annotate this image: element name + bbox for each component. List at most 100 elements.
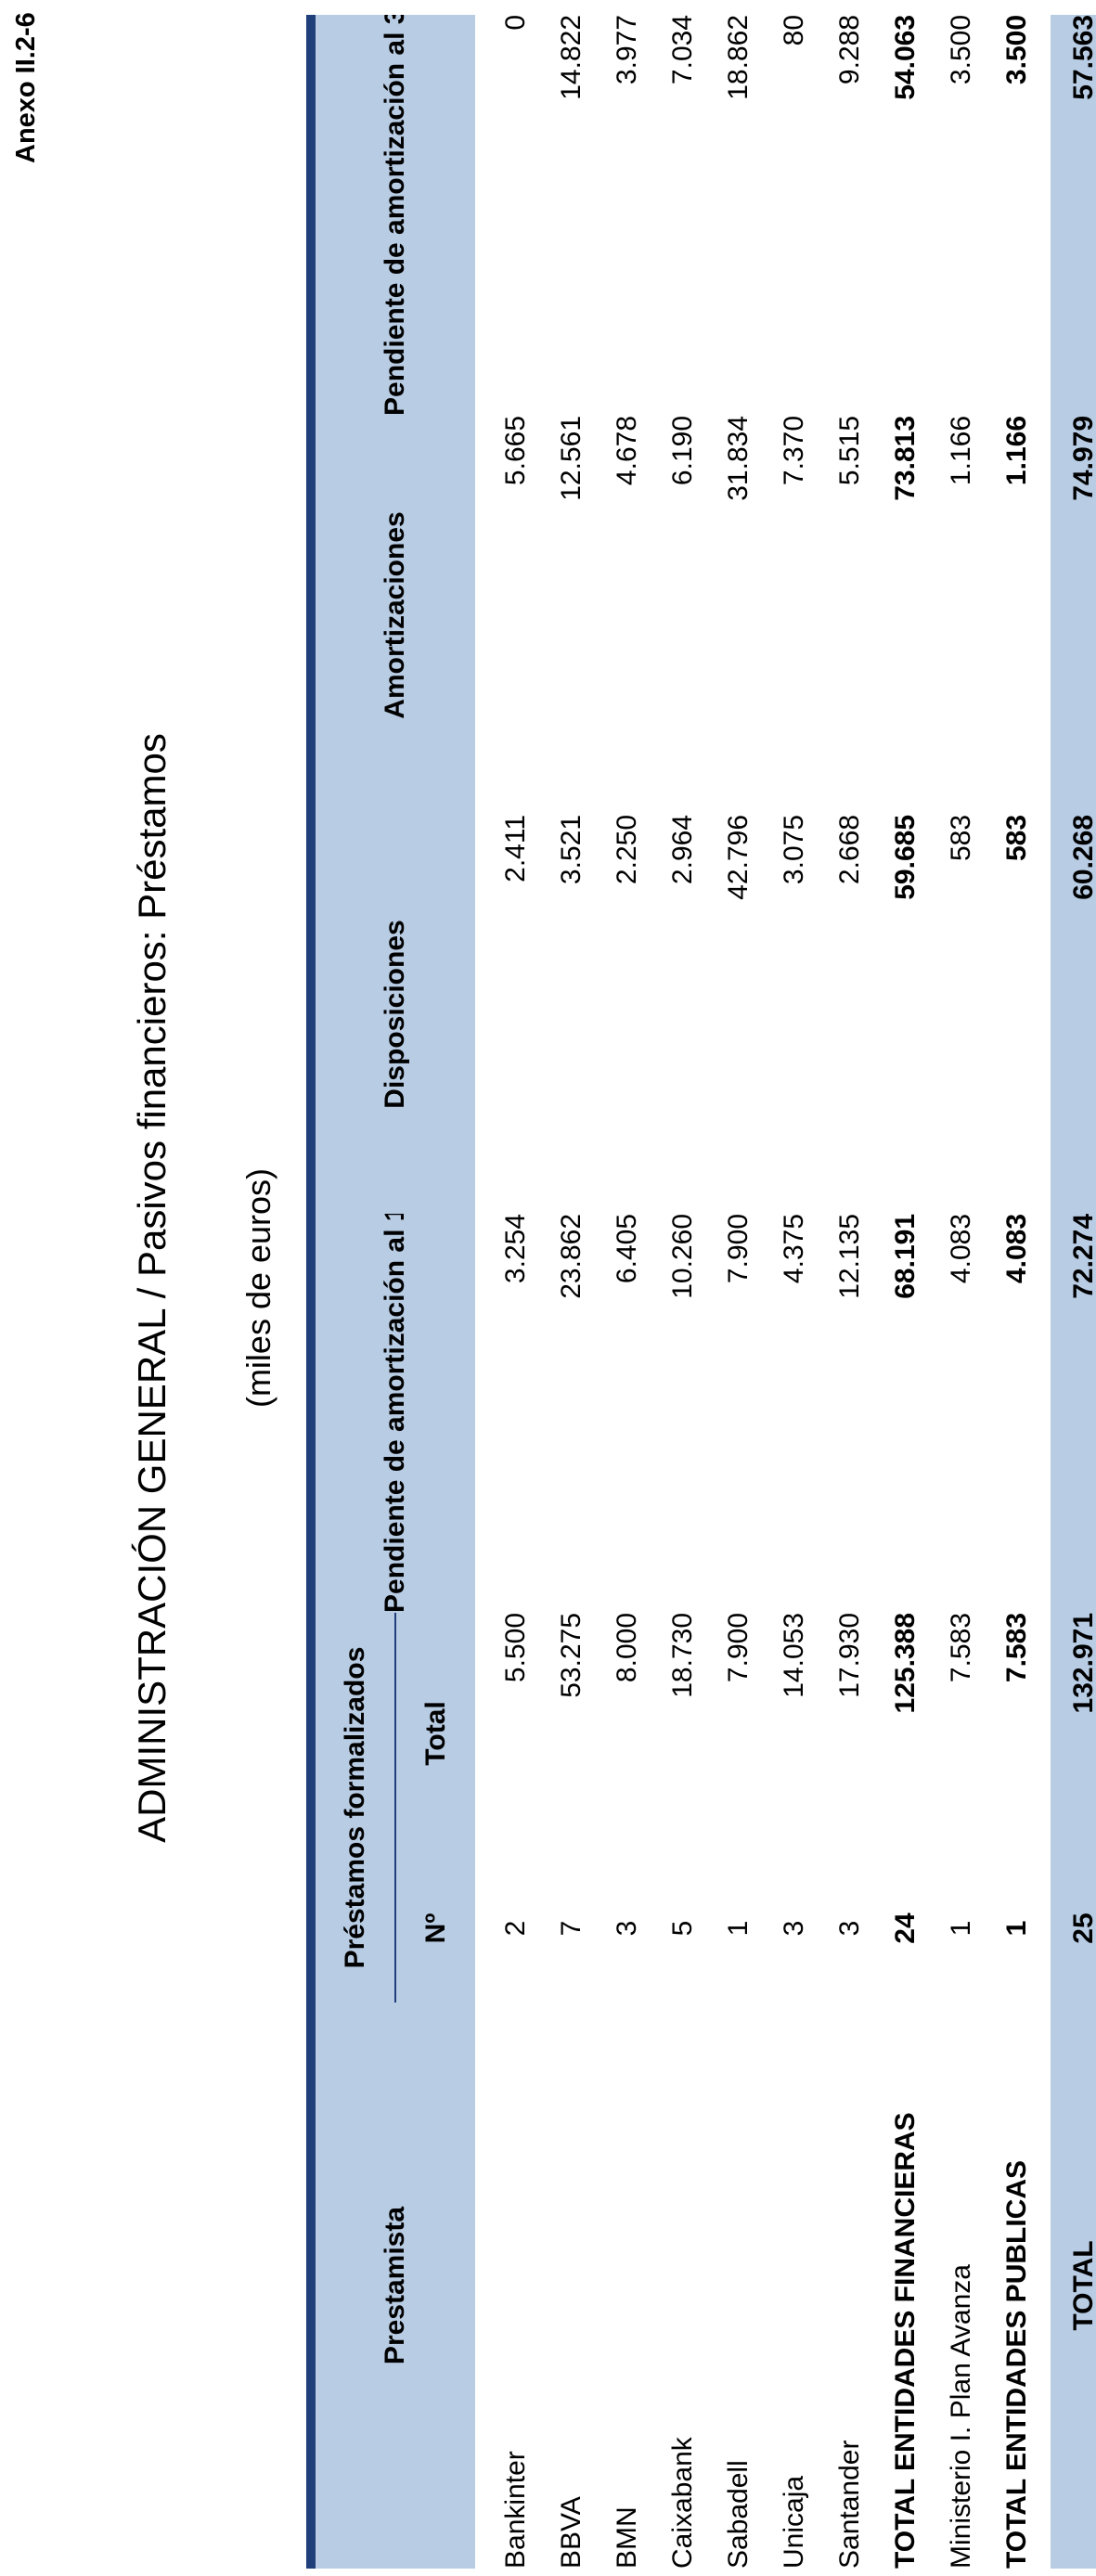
total-amortizaciones: 74.979: [1051, 415, 1096, 815]
row-name: BBVA: [556, 2496, 587, 2569]
row-disposiciones: 583: [946, 814, 976, 862]
row-pendiente-fin: 7.034: [667, 14, 698, 85]
row-amortizaciones: 73.813: [890, 415, 921, 501]
table-row: Santander 3 17.930 12.135 2.668 5.515 9.…: [822, 15, 878, 2569]
row-pendiente-fin: 0: [500, 14, 531, 31]
row-count: 7: [556, 1920, 587, 1937]
row-name: Unicaja: [779, 2475, 809, 2569]
row-pendiente-inicio: 3.254: [500, 1213, 531, 1284]
table-row: BMN 3 8.000 6.405 2.250 4.678 3.977: [600, 15, 655, 2569]
total-total: 132.971: [1051, 1612, 1096, 1854]
row-count: 5: [667, 1920, 698, 1937]
row-pendiente-fin: 9.288: [834, 14, 865, 85]
row-pendiente-fin: 3.500: [946, 14, 976, 85]
row-pendiente-inicio: 4.083: [1001, 1213, 1032, 1284]
table-row: Ministerio I. Plan Avanza 1 7.583 4.083 …: [934, 15, 989, 2569]
units-subtitle: (miles de euros): [239, 1167, 277, 1409]
row-disposiciones: 2.411: [500, 814, 531, 882]
header-pendiente-fin: Pendiente de amortización al 31 de dicie…: [311, 14, 475, 416]
annex-label: Anexo II.2-6: [11, 12, 41, 163]
table-row: BBVA 7 53.275 23.862 3.521 12.561 14.822: [544, 15, 600, 2569]
row-pendiente-fin: 54.063: [890, 14, 921, 100]
row-name: Caixabank: [667, 2437, 698, 2569]
row-amortizaciones: 31.834: [723, 415, 754, 501]
total-label: TOTAL: [1051, 2003, 1096, 2569]
row-count: 3: [612, 1920, 642, 1937]
row-amortizaciones: 5.665: [500, 415, 531, 486]
row-pendiente-inicio: 10.260: [667, 1213, 698, 1299]
row-amortizaciones: 6.190: [667, 415, 698, 486]
subtotal-row: TOTAL ENTIDADES FINANCIERAS 24 125.388 6…: [878, 15, 934, 2569]
header-numero: Nº: [395, 1854, 475, 2003]
row-name: Ministerio I. Plan Avanza: [946, 2264, 976, 2569]
row-total: 5.500: [500, 1612, 531, 1683]
header-formalizados: Préstamos formalizados: [311, 1612, 395, 2003]
row-amortizaciones: 12.561: [556, 415, 587, 501]
row-name: TOTAL ENTIDADES FINANCIERAS: [890, 2112, 921, 2569]
row-pendiente-fin: 3.977: [612, 14, 642, 85]
table-row: Sabadell 1 7.900 7.900 42.796 31.834 18.…: [711, 15, 767, 2569]
header-disposiciones: Disposiciones: [311, 814, 475, 1214]
row-amortizaciones: 1.166: [1001, 415, 1032, 486]
total-disposiciones: 60.268: [1051, 814, 1096, 1214]
row-amortizaciones: 1.166: [946, 415, 976, 486]
row-pendiente-inicio: 23.862: [556, 1213, 587, 1299]
row-pendiente-inicio: 4.083: [946, 1213, 976, 1284]
total-pendiente-fin: 57.563: [1051, 14, 1096, 416]
row-pendiente-inicio: 68.191: [890, 1213, 921, 1299]
header-prestamista: Prestamista: [311, 2003, 475, 2569]
row-name: Santander: [834, 2440, 865, 2569]
row-total: 53.275: [556, 1612, 587, 1698]
row-disposiciones: 2.668: [834, 814, 865, 885]
row-count: 1: [946, 1920, 976, 1937]
row-disposiciones: 3.075: [779, 814, 809, 885]
row-total: 125.388: [890, 1612, 921, 1714]
row-name: BMN: [612, 2506, 642, 2569]
row-amortizaciones: 7.370: [779, 415, 809, 486]
row-name: TOTAL ENTIDADES PUBLICAS: [1001, 2159, 1032, 2569]
row-amortizaciones: 5.515: [834, 415, 865, 486]
row-pendiente-inicio: 7.900: [723, 1213, 754, 1284]
row-count: 3: [779, 1920, 809, 1937]
row-pendiente-fin: 14.822: [556, 14, 587, 100]
grand-total-row: TOTAL 25 132.971 72.274 60.268 74.979 57…: [1051, 14, 1096, 2569]
row-disposiciones: 3.521: [556, 814, 587, 885]
row-total: 17.930: [834, 1612, 865, 1698]
row-disposiciones: 2.250: [612, 814, 642, 885]
subtotal-row: TOTAL ENTIDADES PUBLICAS 1 7.583 4.083 5…: [989, 15, 1045, 2569]
row-total: 7.583: [946, 1612, 976, 1683]
row-total: 14.053: [779, 1612, 809, 1698]
table-row: Bankinter 2 5.500 3.254 2.411 5.665 0: [475, 15, 544, 2569]
row-count: 3: [834, 1920, 865, 1937]
row-name: Bankinter: [500, 2451, 531, 2569]
row-pendiente-fin: 18.862: [723, 14, 754, 100]
table-row: Caixabank 5 18.730 10.260 2.964 6.190 7.…: [655, 15, 711, 2569]
row-disposiciones: 2.964: [667, 814, 698, 885]
row-pendiente-fin: 3.500: [1001, 14, 1032, 85]
row-amortizaciones: 4.678: [612, 415, 642, 486]
header-amortizaciones: Amortizaciones: [311, 415, 475, 815]
total-pendiente-inicio: 72.274: [1051, 1213, 1096, 1613]
row-count: 1: [1001, 1920, 1032, 1937]
row-name: Sabadell: [723, 2460, 754, 2569]
row-total: 7.900: [723, 1612, 754, 1683]
row-count: 1: [723, 1920, 754, 1937]
row-disposiciones: 583: [1001, 814, 1032, 862]
header-pendiente-inicio: Pendiente de amortización al 1 de enero: [311, 1213, 475, 1613]
total-count: 25: [1051, 1854, 1096, 2003]
row-pendiente-inicio: 4.375: [779, 1213, 809, 1284]
header-row: Prestamista Préstamos formalizados Pendi…: [311, 14, 475, 2569]
row-disposiciones: 42.796: [723, 814, 754, 900]
row-pendiente-inicio: 6.405: [612, 1213, 642, 1284]
row-pendiente-fin: 80: [779, 14, 809, 46]
loans-table: Prestamista Préstamos formalizados Pendi…: [306, 14, 1096, 2569]
row-count: 2: [500, 1920, 531, 1937]
row-total: 18.730: [667, 1612, 698, 1698]
row-total: 7.583: [1001, 1612, 1032, 1683]
row-count: 24: [890, 1913, 921, 1944]
row-pendiente-inicio: 12.135: [834, 1213, 865, 1299]
table-row: Unicaja 3 14.053 4.375 3.075 7.370 80: [767, 15, 822, 2569]
header-total: Total: [395, 1612, 475, 1854]
row-disposiciones: 59.685: [890, 814, 921, 900]
